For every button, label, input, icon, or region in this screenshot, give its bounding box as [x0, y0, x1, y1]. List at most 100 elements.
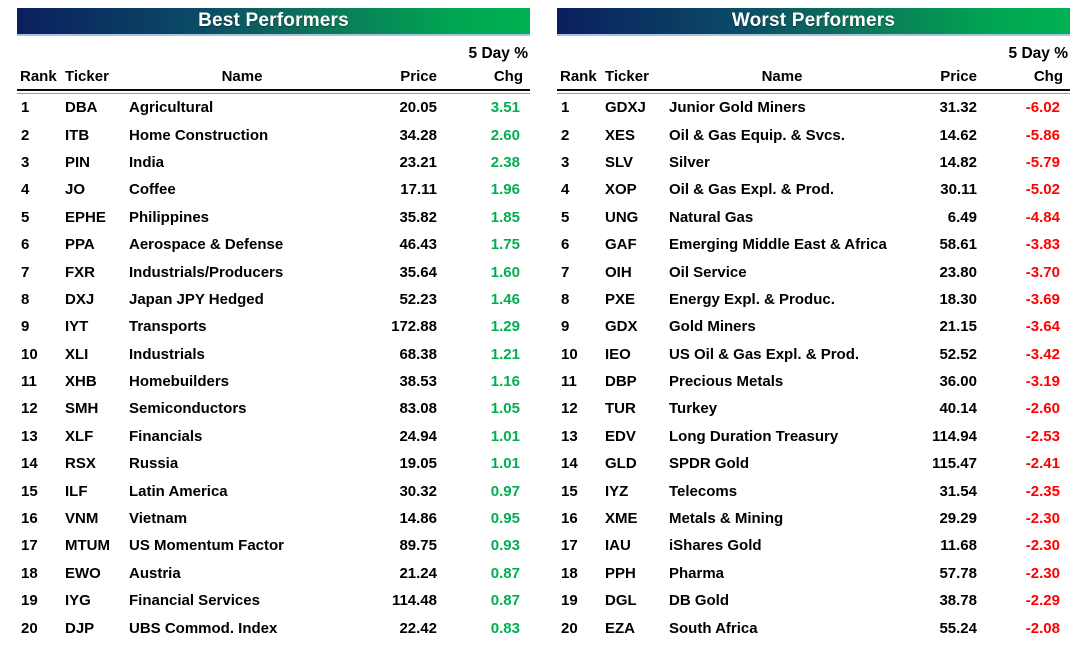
name-cell: South Africa — [669, 619, 758, 637]
name-cell: Industrials — [129, 345, 205, 363]
chg-cell: -5.79 — [1025, 153, 1060, 171]
rank-cell: 4 — [21, 181, 30, 199]
name-cell: Aerospace & Defense — [129, 236, 284, 254]
name-cell: Turkey — [669, 400, 718, 418]
ticker-cell: EDV — [605, 427, 636, 445]
price-cell: 34.28 — [399, 126, 437, 144]
price-cell: 55.24 — [939, 619, 977, 637]
price-cell: 14.62 — [939, 126, 977, 144]
table-row: 19 IYG Financial Services 114.48 0.87 — [17, 587, 530, 614]
header-divider-rule — [17, 90, 530, 94]
chg-cell: 0.87 — [490, 564, 520, 582]
ticker-cell: IAU — [605, 537, 631, 555]
table-row: 8 DXJ Japan JPY Hedged 52.23 1.46 — [17, 286, 530, 313]
name-cell: US Oil & Gas Expl. & Prod. — [669, 345, 860, 363]
table-row: 1 GDXJ Junior Gold Miners 31.32 -6.02 — [557, 94, 1070, 122]
table-row: 9 IYT Transports 172.88 1.29 — [17, 313, 530, 340]
ticker-cell: PPA — [65, 236, 95, 254]
price-cell: 14.82 — [939, 153, 977, 171]
price-cell: 35.82 — [399, 208, 437, 226]
chg-cell: -3.83 — [1025, 236, 1060, 254]
ticker-cell: DJP — [65, 619, 95, 637]
table-row: 7 OIH Oil Service 23.80 -3.70 — [557, 258, 1070, 285]
name-cell: Home Construction — [129, 126, 269, 144]
chg-cell: 1.29 — [490, 318, 520, 336]
ticker-column-header: Ticker — [63, 63, 127, 91]
price-cell: 114.48 — [391, 592, 437, 610]
ticker-cell: DBP — [605, 373, 637, 391]
chg-cell: 1.01 — [490, 455, 520, 473]
table-row: 20 DJP UBS Commod. Index 22.42 0.83 — [17, 614, 530, 641]
ticker-cell: ITB — [65, 126, 90, 144]
rank-cell: 20 — [561, 619, 578, 637]
price-cell: 38.53 — [399, 373, 437, 391]
ticker-cell: EPHE — [65, 208, 106, 226]
ticker-cell: DGL — [605, 592, 637, 610]
rank-cell: 11 — [561, 373, 577, 391]
rank-column-header: Rank — [17, 63, 63, 91]
ticker-cell: DXJ — [65, 290, 95, 308]
rank-cell: 6 — [21, 236, 30, 254]
ticker-cell: VNM — [65, 510, 99, 528]
price-cell: 21.24 — [399, 564, 437, 582]
ticker-cell: EWO — [65, 564, 101, 582]
ticker-cell: JO — [65, 181, 86, 199]
price-cell: 38.78 — [939, 592, 977, 610]
price-cell: 17.11 — [400, 181, 437, 199]
chg-cell: -2.60 — [1025, 400, 1060, 418]
price-cell: 20.05 — [399, 99, 437, 117]
chg-cell: 1.05 — [490, 400, 520, 418]
price-cell: 35.64 — [399, 263, 437, 281]
ticker-cell: FXR — [65, 263, 95, 281]
chg-cell: 1.21 — [490, 345, 520, 363]
rank-cell: 16 — [21, 510, 38, 528]
table-row: 3 PIN India 23.21 2.38 — [17, 149, 530, 176]
ticker-cell: DBA — [65, 99, 98, 117]
price-cell: 21.15 — [939, 318, 977, 336]
chg-cell: -2.30 — [1025, 510, 1060, 528]
rank-cell: 9 — [21, 318, 30, 336]
chg-cell: 1.16 — [490, 373, 520, 391]
ticker-cell: PPH — [605, 564, 636, 582]
name-cell: Semiconductors — [129, 400, 247, 418]
name-cell: Coffee — [129, 181, 176, 199]
ticker-cell: UNG — [605, 208, 639, 226]
name-cell: iShares Gold — [669, 537, 762, 555]
table-row: 8 PXE Energy Expl. & Produc. 18.30 -3.69 — [557, 286, 1070, 313]
rank-cell: 15 — [561, 482, 578, 500]
chg-cell: 0.97 — [490, 482, 520, 500]
price-cell: 172.88 — [391, 318, 437, 336]
price-cell: 52.23 — [399, 290, 437, 308]
table-row: 11 XHB Homebuilders 38.53 1.16 — [17, 368, 530, 395]
chg-cell: -5.86 — [1025, 126, 1060, 144]
name-cell: UBS Commod. Index — [129, 619, 278, 637]
price-cell: 19.05 — [399, 455, 437, 473]
name-column-header: Name — [127, 63, 357, 91]
rank-cell: 19 — [21, 592, 38, 610]
chg-column-header: Chg — [443, 63, 530, 91]
name-cell: Financial Services — [129, 592, 260, 610]
ticker-cell: OIH — [605, 263, 632, 281]
rank-cell: 7 — [561, 263, 570, 281]
price-column-header: Price — [897, 63, 983, 91]
table-row: 6 PPA Aerospace & Defense 46.43 1.75 — [17, 231, 530, 258]
worst-performers-table: 5 Day % Rank Ticker Name Price Chg 1 GDXJ… — [557, 39, 1070, 642]
ticker-cell: GDXJ — [605, 99, 646, 117]
table-row: 12 SMH Semiconductors 83.08 1.05 — [17, 395, 530, 422]
chg-cell: -2.08 — [1025, 619, 1060, 637]
name-cell: Oil Service — [669, 263, 747, 281]
price-cell: 6.49 — [947, 208, 977, 226]
table-row: 2 XES Oil & Gas Equip. & Svcs. 14.62 -5.86 — [557, 121, 1070, 148]
table-row: 16 VNM Vietnam 14.86 0.95 — [17, 505, 530, 532]
best-performers-panel: Best Performers 5 Day % Rank Ticker Name… — [17, 8, 530, 642]
ticker-cell: GDX — [605, 318, 638, 336]
rank-cell: 20 — [21, 619, 38, 637]
name-cell: Oil & Gas Expl. & Prod. — [669, 181, 835, 199]
chg-cell: -2.41 — [1025, 455, 1060, 473]
table-row: 12 TUR Turkey 40.14 -2.60 — [557, 395, 1070, 422]
rank-cell: 2 — [561, 126, 570, 144]
rank-cell: 5 — [21, 208, 30, 226]
price-cell: 14.86 — [399, 510, 437, 528]
table-row: 16 XME Metals & Mining 29.29 -2.30 — [557, 505, 1070, 532]
name-cell: Industrials/Producers — [129, 263, 284, 281]
